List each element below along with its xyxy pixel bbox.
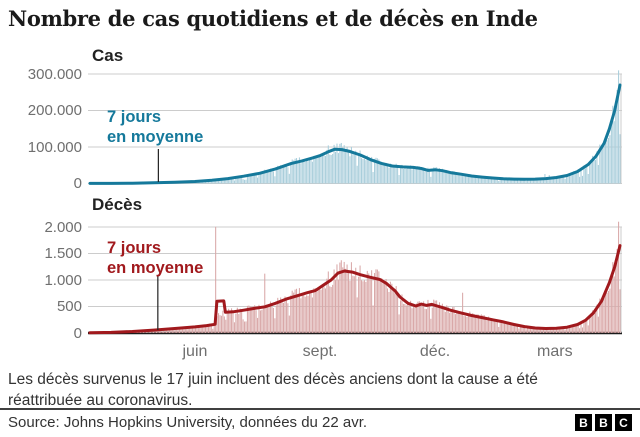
footnote: Les décès survenus le 17 juin incluent d…	[8, 369, 636, 411]
deaths-y-tick-label: 0	[73, 324, 82, 342]
cases-chart-title: Cas	[92, 46, 124, 65]
cases-annotation-line1: 7 jours	[107, 108, 162, 126]
cases-y-tick-label: 200.000	[27, 102, 82, 119]
deaths-y-tick-label: 1.500	[44, 245, 82, 262]
footnote-line1: Les décès survenus le 17 juin incluent d…	[8, 371, 538, 388]
cases-average-annotation: 7 jours en moyenne	[107, 107, 203, 147]
deaths-average-line	[88, 244, 622, 335]
cases-annotation-line2: en moyenne	[107, 128, 204, 146]
bbc-logo: B B C	[575, 414, 632, 431]
x-tick-label-juin: juin	[182, 343, 208, 360]
bbc-logo-block-c: C	[615, 414, 632, 431]
deaths-y-tick-label: 500	[56, 298, 82, 315]
cases-y-tick-label: 300.000	[27, 65, 82, 83]
deaths-annotation-line2: en moyenne	[107, 259, 204, 277]
cases-average-line	[88, 83, 622, 185]
deaths-annotation-line1: 7 jours	[107, 239, 162, 257]
page-title: Nombre de cas quotidiens et de décès en …	[8, 6, 538, 31]
bbc-logo-block-b2: B	[595, 414, 612, 431]
x-tick-label-sept: sept.	[302, 343, 338, 360]
deaths-y-tick-label: 2.000	[44, 218, 82, 236]
deaths-average-annotation: 7 jours en moyenne	[107, 238, 203, 278]
x-tick-label-mars: mars	[537, 343, 573, 360]
x-tick-label-déc: déc.	[419, 343, 451, 360]
deaths-chart	[88, 221, 622, 335]
bbc-logo-block-b1: B	[575, 414, 592, 431]
cases-y-tick-label: 0	[73, 175, 82, 192]
cases-chart	[88, 70, 622, 185]
source-credit: Source: Johns Hopkins University, donnée…	[8, 414, 368, 431]
cases-y-tick-label: 100.000	[27, 138, 82, 156]
footnote-line2: réattribuée au coronavirus.	[8, 392, 193, 409]
deaths-chart-title: Décès	[92, 195, 143, 214]
footer-divider	[0, 408, 640, 410]
deaths-y-tick-label: 1.000	[44, 271, 82, 289]
cases-daily-bars	[89, 70, 621, 184]
